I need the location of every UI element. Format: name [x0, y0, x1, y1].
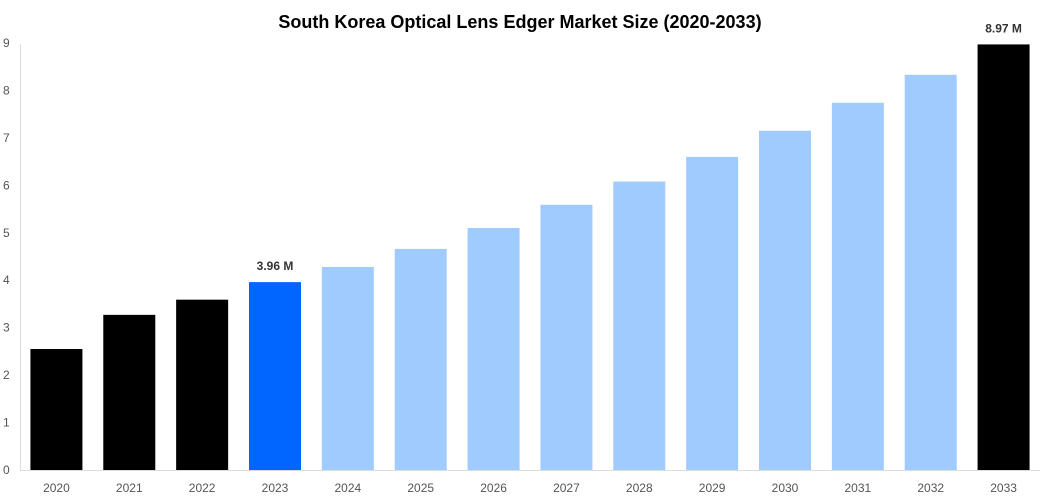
bar-2022: [176, 299, 229, 470]
bar-2032: [904, 74, 957, 470]
x-tick-label: 2028: [626, 481, 653, 495]
bar-2028: [613, 181, 666, 470]
bar-2021: [103, 314, 156, 470]
y-tick-label: 5: [3, 226, 10, 240]
y-tick-label: 3: [3, 321, 10, 335]
bar-2029: [686, 156, 739, 470]
bar-2023: [249, 282, 301, 470]
y-tick-label: 4: [3, 273, 10, 287]
bar-2027: [540, 204, 593, 470]
y-tick-label: 6: [3, 178, 10, 192]
x-tick-label: 2024: [335, 481, 362, 495]
chart-title: South Korea Optical Lens Edger Market Si…: [278, 12, 761, 32]
x-tick-label: 2029: [699, 481, 726, 495]
bar-2031: [831, 102, 884, 470]
x-tick-label: 2033: [990, 481, 1017, 495]
y-tick-label: 2: [3, 368, 10, 382]
y-tick-label: 8: [3, 83, 10, 97]
x-tick-label: 2030: [772, 481, 799, 495]
bar-2020: [30, 349, 83, 470]
x-tick-label: 2023: [262, 481, 289, 495]
x-tick-label: 2031: [845, 481, 872, 495]
x-tick-label: 2026: [480, 481, 507, 495]
x-tick-label: 2032: [917, 481, 944, 495]
y-tick-label: 7: [3, 131, 10, 145]
x-tick-label: 2025: [407, 481, 434, 495]
x-tick-label: 2027: [553, 481, 580, 495]
bar-2024: [321, 266, 374, 470]
y-tick-label: 0: [3, 463, 10, 477]
data-label: 3.96 M: [257, 259, 294, 273]
bar-2026: [467, 228, 520, 470]
y-tick-label: 1: [3, 416, 10, 430]
bar-2025: [394, 248, 447, 470]
x-tick-label: 2022: [189, 481, 216, 495]
x-tick-label: 2021: [116, 481, 143, 495]
y-tick-label: 9: [3, 36, 10, 50]
bar-2030: [759, 130, 811, 470]
data-label: 8.97 M: [985, 21, 1022, 35]
x-tick-label: 2020: [43, 481, 70, 495]
bar-2033: [977, 44, 1030, 470]
